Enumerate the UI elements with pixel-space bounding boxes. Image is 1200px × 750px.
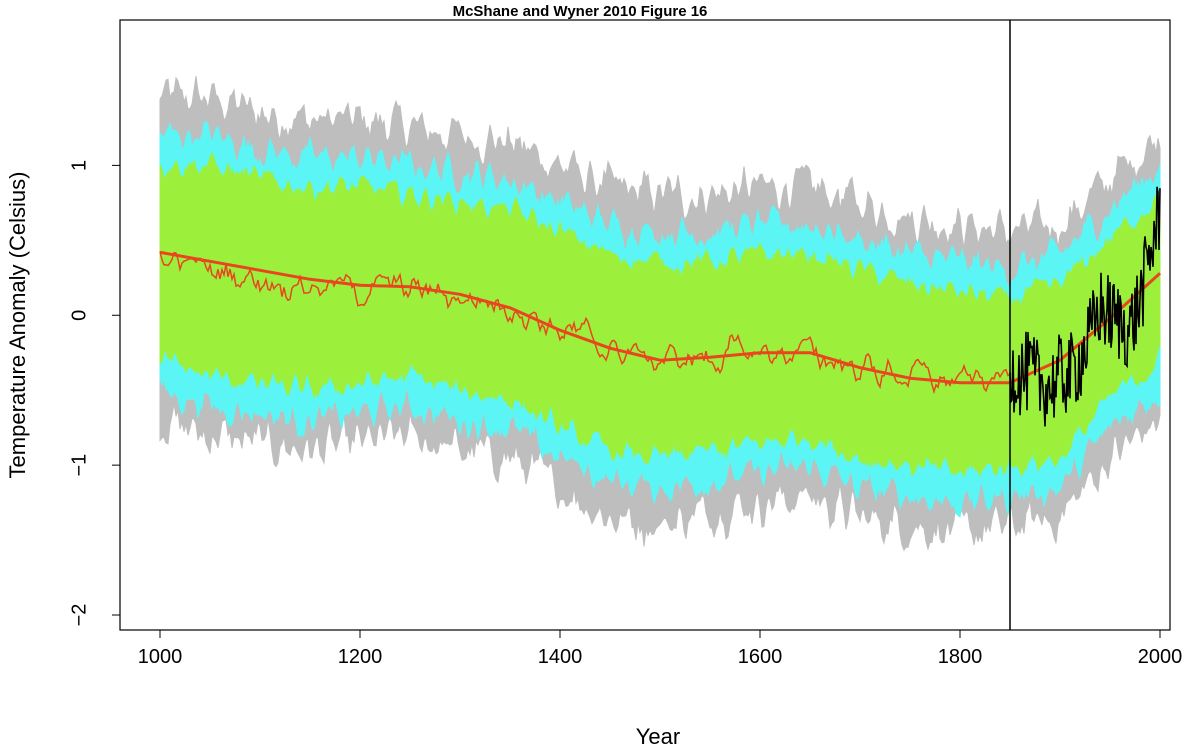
x-tick-label: 1800: [938, 646, 983, 668]
x-tick-label: 1400: [538, 646, 583, 668]
smoothed-reconstruction-line: [159, 250, 1162, 385]
x-tick-label: 1200: [338, 646, 383, 668]
y-tick-label: 1: [68, 160, 90, 171]
data-lines: [159, 186, 1162, 427]
uncertainty-bands: [159, 75, 1161, 552]
instrumental-line: [1009, 186, 1161, 427]
x-tick-label: 1600: [738, 646, 783, 668]
chart-title: McShane and Wyner 2010 Figure 16: [453, 3, 708, 20]
x-tick-label: 1000: [138, 646, 183, 668]
y-tick-label: −1: [68, 454, 90, 477]
reconstruction-line: [159, 251, 1011, 395]
y-axis-label: Temperature Anomaly (Celsius): [5, 172, 30, 479]
x-tick-label: 2000: [1138, 646, 1183, 668]
y-axis: −2 −1 0 1: [68, 160, 121, 627]
y-tick-label: −2: [68, 604, 90, 627]
x-axis: 1000 1200 1400 1600 1800 2000: [138, 629, 1183, 668]
inner-band: [159, 151, 1161, 478]
x-axis-label: Year: [636, 724, 680, 749]
y-tick-label: 0: [68, 310, 90, 321]
